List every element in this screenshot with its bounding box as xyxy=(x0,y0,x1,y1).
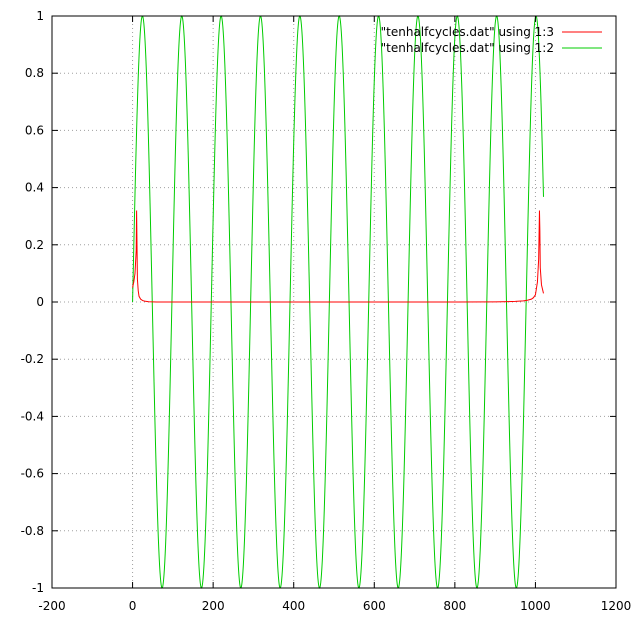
y-tick-label: -0.6 xyxy=(21,467,44,481)
legend: "tenhalfcycles.dat" using 1:3 "tenhalfcy… xyxy=(381,25,602,55)
x-tick-label: 400 xyxy=(282,599,305,613)
x-tick-label: -200 xyxy=(38,599,65,613)
y-tick-label: 1 xyxy=(36,9,44,23)
x-tick-label: 1000 xyxy=(520,599,551,613)
y-tick-label: -0.4 xyxy=(21,409,44,423)
series-line-1 xyxy=(132,210,544,303)
ticks: -200 0 200 400 600 800 1000 1200 -1 -0.8 -0.6 -0.4 -… xyxy=(21,9,632,613)
y-tick-label: 0.4 xyxy=(25,181,44,195)
x-tick-label: 0 xyxy=(129,599,137,613)
legend-label-series-2: "tenhalfcycles.dat" using 1:2 xyxy=(381,41,554,55)
y-tick-label: 0.8 xyxy=(25,66,44,80)
y-tick-label: -1 xyxy=(32,581,44,595)
x-tick-label: 1200 xyxy=(601,599,632,613)
series-line-2 xyxy=(132,15,544,589)
y-tick-label: 0 xyxy=(36,295,44,309)
y-tick-label: -0.8 xyxy=(21,524,44,538)
y-tick-label: 0.2 xyxy=(25,238,44,252)
y-tick-label: -0.2 xyxy=(21,352,44,366)
series-layer xyxy=(132,15,544,589)
y-tick-label: 0.6 xyxy=(25,123,44,137)
x-tick-label: 200 xyxy=(202,599,225,613)
grid xyxy=(52,16,616,588)
x-tick-label: 600 xyxy=(363,599,386,613)
x-tick-label: 800 xyxy=(443,599,466,613)
legend-label-series-1: "tenhalfcycles.dat" using 1:3 xyxy=(381,25,554,39)
